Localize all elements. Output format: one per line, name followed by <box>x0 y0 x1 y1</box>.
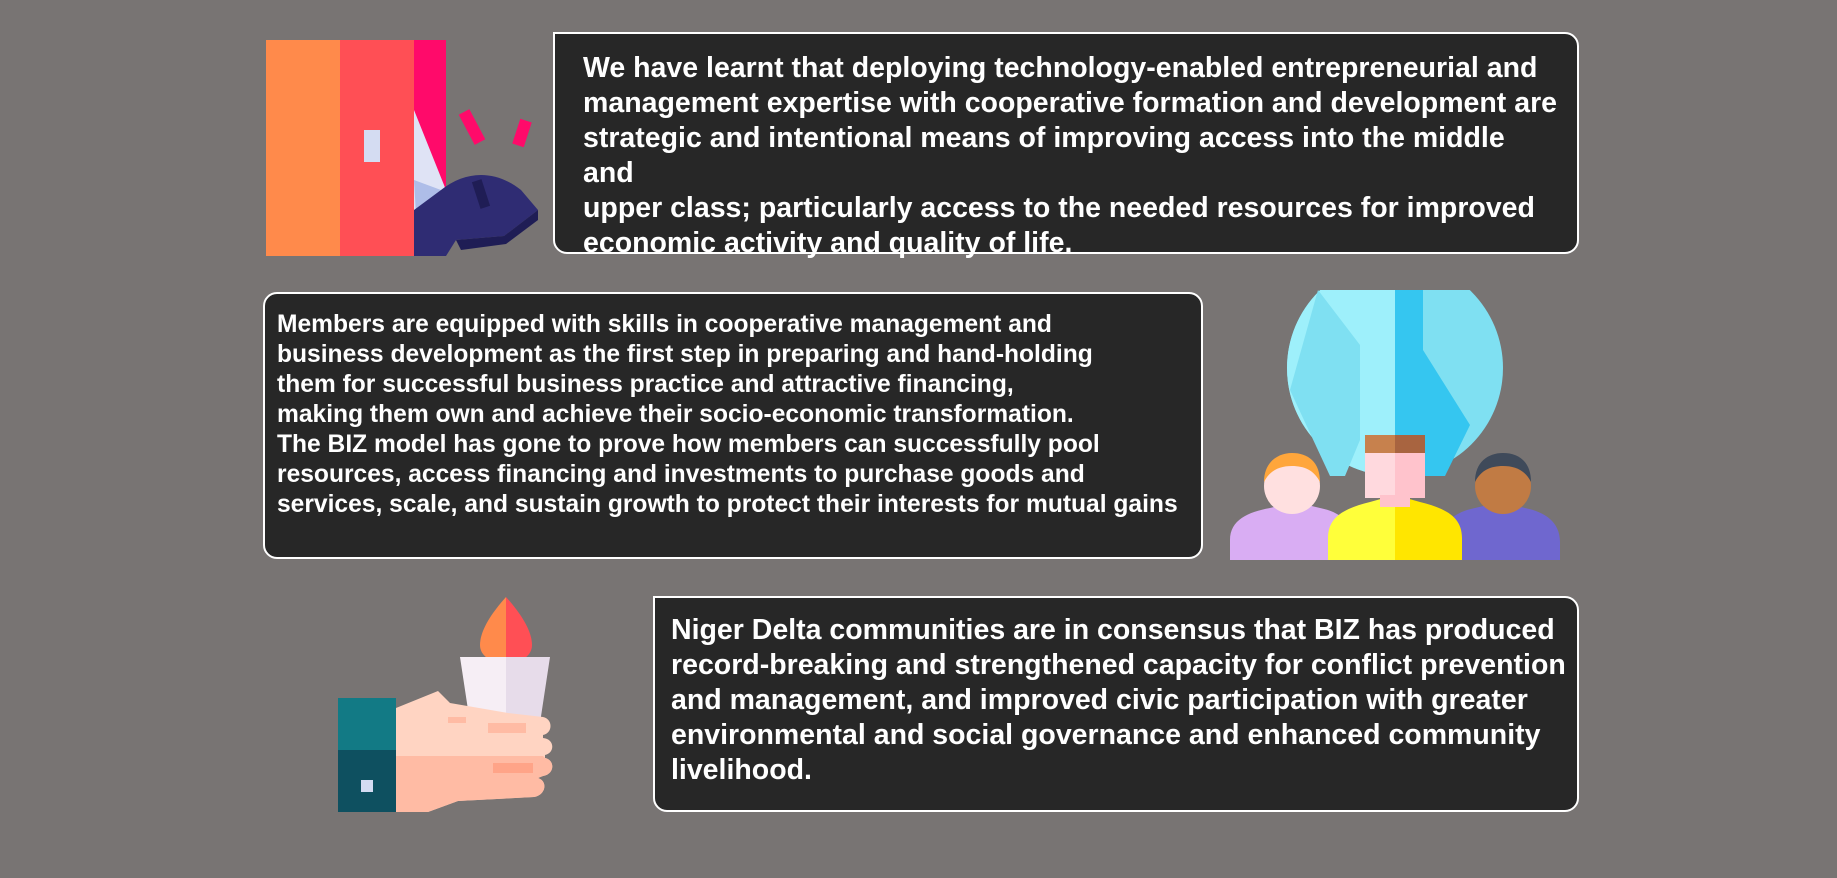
card-text: We have learnt that deploying technology… <box>583 52 1558 259</box>
card-text: Members are equipped with skills in coop… <box>277 311 1178 518</box>
info-card-members: Members are equipped with skills in coop… <box>263 292 1203 559</box>
hand-torch-icon <box>338 593 558 820</box>
door-kick-icon <box>266 40 546 263</box>
info-card-technology: We have learnt that deploying technology… <box>553 32 1579 259</box>
global-team-icon <box>1230 290 1565 565</box>
card-text: Niger Delta communities are in consensus… <box>671 614 1566 786</box>
info-card-niger-delta: Niger Delta communities are in consensus… <box>653 596 1579 812</box>
